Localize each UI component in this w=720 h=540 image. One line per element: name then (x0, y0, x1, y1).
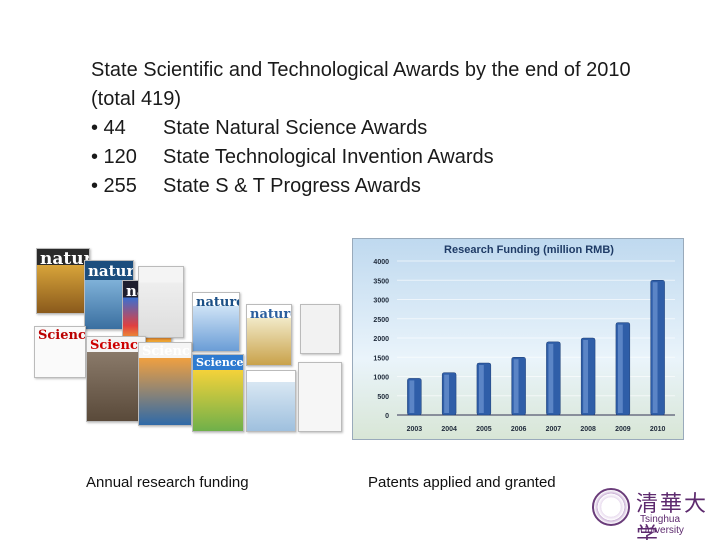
caption-patents: Patents applied and granted (368, 474, 556, 491)
x-tick-label: 2006 (511, 426, 527, 433)
bar-highlight (444, 374, 450, 413)
award-item: • 44 State Natural Science Awards (91, 114, 651, 143)
award-count: • 120 (91, 146, 137, 168)
university-seal-icon (592, 488, 630, 526)
award-label: State S & T Progress Awards (163, 175, 421, 197)
bar-highlight (513, 359, 519, 413)
journal-cover: nature (36, 248, 90, 314)
x-tick-label: 2010 (650, 426, 666, 433)
tsinghua-logo: 清華大学 Tsinghua University (590, 486, 714, 540)
bar-highlight (652, 282, 658, 413)
journal-masthead: nature (40, 249, 89, 269)
award-item: • 255 State S & T Progress Awards (91, 172, 651, 201)
journal-covers-collage: nature nature nature nature nature Scien… (32, 246, 344, 436)
y-tick-label: 0 (385, 413, 389, 420)
award-count: • 255 (91, 175, 137, 197)
journal-cover: Science (192, 354, 244, 432)
caption-annual-research-funding: Annual research funding (86, 474, 249, 491)
award-label: State Natural Science Awards (163, 117, 428, 139)
journal-masthead: nature (196, 295, 240, 310)
journal-masthead: Science (90, 338, 146, 353)
awards-text: State Scientific and Technological Award… (91, 56, 651, 201)
journal-cover: nature (246, 304, 292, 366)
y-tick-label: 3000 (373, 298, 389, 305)
journal-cover (300, 304, 340, 354)
y-tick-label: 2500 (373, 317, 389, 324)
bar-highlight (583, 340, 589, 413)
x-tick-label: 2009 (615, 426, 631, 433)
chart-svg: Research Funding (million RMB) 0 500 1000 15… (373, 244, 675, 433)
journal-masthead: nature (88, 262, 134, 280)
x-tick-label: 2008 (580, 426, 596, 433)
awards-title: State Scientific and Technological Award… (91, 59, 631, 110)
logo-english-name: Tsinghua University (640, 514, 684, 536)
x-tick-label: 2004 (441, 426, 457, 433)
journal-cover: Science (86, 336, 146, 422)
journal-masthead: nature (250, 307, 291, 322)
y-tick-label: 3500 (373, 278, 389, 285)
x-tick-label: 2007 (546, 426, 562, 433)
y-tick-label: 1000 (373, 375, 389, 382)
journal-masthead: Science (142, 344, 191, 359)
x-tick-label: 2003 (407, 426, 423, 433)
x-tick-label: 2005 (476, 426, 492, 433)
award-item: • 120 State Technological Invention Awar… (91, 143, 651, 172)
y-tick-label: 500 (377, 394, 389, 401)
y-tick-label: 2000 (373, 336, 389, 343)
bar-highlight (548, 343, 554, 413)
y-tick-label: 4000 (373, 259, 389, 266)
journal-cover (138, 266, 184, 338)
journal-cover: nature (192, 292, 240, 352)
bar-highlight (617, 324, 623, 413)
journal-cover: Science (34, 326, 86, 378)
bar-highlight (478, 365, 484, 413)
research-funding-chart: Research Funding (million RMB) 0 500 1000 15… (352, 238, 684, 440)
bar-highlight (409, 380, 415, 413)
journal-cover (246, 370, 296, 432)
chart-title: Research Funding (million RMB) (444, 244, 614, 256)
journal-masthead: Science (196, 356, 244, 369)
journal-masthead: Science (38, 328, 86, 343)
logo-chinese-name: 清華大学 (636, 492, 709, 540)
y-tick-label: 1500 (373, 355, 389, 362)
award-label: State Technological Invention Awards (163, 146, 494, 168)
award-count: • 44 (91, 117, 126, 139)
journal-cover (298, 362, 342, 432)
journal-cover: Science (138, 342, 192, 426)
